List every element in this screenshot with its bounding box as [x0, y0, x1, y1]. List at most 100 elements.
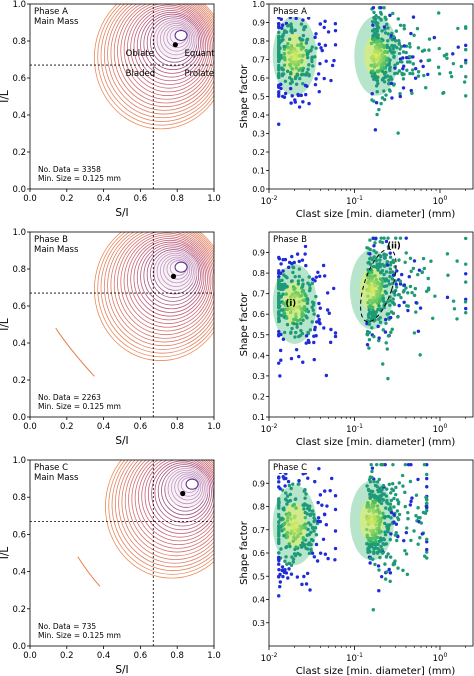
scatter-point: [371, 305, 375, 310]
x-axis-label: S/I: [115, 664, 128, 676]
scatter-point: [464, 311, 468, 315]
scatter-point: [366, 501, 370, 506]
scatter-point: [313, 55, 317, 59]
scatter-point: [279, 56, 283, 60]
contour-line: [157, 464, 211, 519]
scatter-point: [280, 26, 284, 30]
contour-line: [113, 4, 214, 108]
scatter-point: [324, 373, 329, 378]
scatter-point: [409, 88, 413, 93]
scatter-point: [384, 58, 389, 63]
scatter-point: [305, 301, 310, 305]
scatter-point: [391, 270, 395, 274]
scatter-point: [311, 538, 315, 543]
contour-line: [146, 247, 200, 302]
scatter-point: [312, 512, 316, 517]
scatter-point: [277, 90, 281, 94]
scatter-point: [333, 331, 338, 335]
scatter-point: [402, 44, 406, 48]
scatter-point: [310, 526, 315, 530]
scatter-point: [416, 272, 420, 277]
scatter-point: [303, 510, 308, 515]
scatter-point: [385, 259, 390, 264]
contour-line: [120, 232, 214, 332]
scatter-point: [308, 513, 313, 518]
scatter-point: [386, 32, 390, 36]
scatter-point: [279, 294, 283, 298]
scatter-point: [394, 236, 398, 240]
x-tick-label: 10-1: [346, 423, 363, 435]
scatter-point: [303, 496, 307, 500]
scatter-point: [330, 63, 335, 68]
scatter-point: [314, 542, 319, 547]
scatter-point: [392, 35, 396, 39]
scatter-point: [389, 491, 393, 495]
scatter-point: [399, 272, 404, 277]
scatter-point: [463, 300, 468, 304]
y-tick-label: 0.7: [252, 290, 265, 299]
scatter-point: [425, 508, 429, 513]
scatter-point: [436, 11, 441, 15]
scatter-point: [401, 290, 406, 294]
contour-line: [133, 239, 207, 317]
scatter-point: [373, 500, 377, 505]
contour-line: [136, 10, 205, 82]
scatter-point: [305, 316, 309, 320]
y-tick-label: 0.4: [12, 568, 26, 578]
scatter-point: [288, 62, 292, 67]
scatter-point: [325, 504, 329, 508]
scatter-point: [300, 290, 304, 294]
scatter-point: [371, 296, 376, 300]
scatter-point: [385, 263, 390, 267]
scatter-point: [282, 47, 287, 51]
scatter-point: [366, 315, 371, 319]
y-tick-label: 0.1: [252, 167, 265, 176]
scatter-point: [404, 251, 408, 255]
scatter-point: [290, 555, 294, 559]
scatter-point: [382, 25, 387, 29]
y-axis-label: Shape factor: [239, 520, 250, 585]
scatter-point: [451, 299, 456, 303]
scatter-point: [322, 512, 327, 516]
y-tick-label: 0.7: [252, 56, 265, 65]
scatter-point: [320, 48, 324, 53]
scatter-point: [425, 476, 429, 481]
scatter-point: [373, 517, 378, 521]
scatter-point: [289, 517, 293, 521]
scatter-point: [378, 47, 382, 52]
scatter-point: [299, 37, 303, 42]
scatter-point: [312, 516, 316, 520]
scatter-point: [416, 477, 420, 482]
scatter-point: [378, 265, 382, 269]
scatter-point: [277, 274, 281, 279]
scatter-point: [382, 538, 386, 542]
scatter-point: [312, 340, 316, 345]
scatter-point: [375, 35, 380, 40]
scatter-point: [277, 316, 281, 320]
x-axis-label: Clast size [min. diameter] (mm): [296, 437, 456, 448]
scatter-point: [311, 64, 315, 68]
scatter-point: [415, 26, 420, 31]
scatter-point: [395, 516, 400, 520]
scatter-point: [365, 484, 369, 488]
y-tick-label: 0.8: [252, 269, 265, 278]
scatter-panel-2: (i) (ii) 10-2 10-1 100 0.1 0.2 0.3 0.4 0.5 0.6 0.7 0…: [239, 231, 474, 448]
scatter-point: [370, 92, 374, 96]
scatter-point: [277, 480, 281, 484]
x-tick-label: 100: [433, 195, 448, 207]
scatter-point: [367, 305, 371, 309]
scatter-point: [422, 462, 427, 467]
scatter-point: [297, 105, 302, 109]
x-tick-exponent: 0: [443, 652, 447, 659]
scatter-point: [282, 51, 287, 56]
scatter-point: [377, 338, 381, 343]
scatter-point: [387, 282, 392, 286]
scatter-point: [304, 334, 309, 338]
scatter-point: [368, 496, 373, 500]
scatter-point: [464, 43, 468, 48]
centroid-marker: [170, 273, 177, 279]
scatter-point: [282, 285, 286, 290]
scatter-point: [404, 552, 409, 556]
y-tick-label: 0.4: [252, 351, 265, 360]
scatter-point: [379, 101, 383, 106]
